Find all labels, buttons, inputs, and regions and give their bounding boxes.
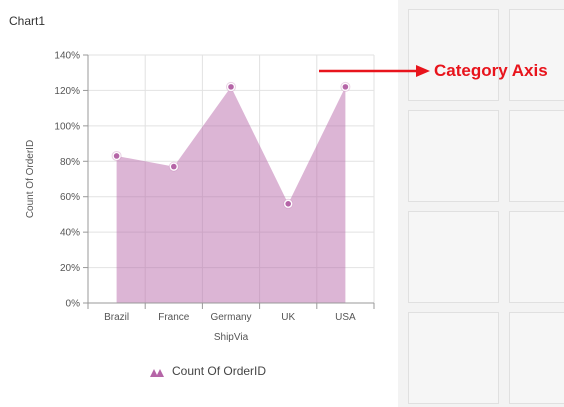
empty-tile[interactable] — [408, 9, 499, 101]
empty-tile[interactable] — [408, 211, 499, 303]
chart-panel: Chart1 0% 20% 40% 60% 80% 100% 120% 140% Brazil… — [0, 0, 398, 407]
y-tick-label: 20% — [60, 263, 80, 274]
data-point-center — [285, 201, 292, 207]
x-tick-label: France — [158, 312, 190, 323]
empty-tile[interactable] — [509, 9, 564, 101]
y-tick-label: 80% — [60, 157, 80, 168]
y-tick-label: 40% — [60, 228, 80, 239]
legend[interactable]: Count Of OrderID — [150, 364, 266, 378]
empty-tile[interactable] — [509, 312, 564, 404]
data-points — [111, 81, 351, 209]
area-series-count-of-orderid[interactable] — [116, 86, 346, 303]
legend-label: Count Of OrderID — [172, 364, 266, 378]
y-tick-label: 140% — [54, 51, 80, 62]
axes — [83, 54, 375, 309]
y-tick-label: 120% — [54, 86, 80, 97]
x-tick-label: USA — [335, 312, 356, 323]
legend-area-icon — [150, 369, 164, 377]
empty-tile[interactable] — [509, 110, 564, 202]
x-tick-label: Germany — [210, 312, 251, 323]
annotation-label: Category Axis — [434, 61, 548, 80]
empty-tile[interactable] — [408, 312, 499, 404]
data-point-center — [171, 163, 177, 170]
chart-panel-title: Chart1 — [9, 14, 46, 28]
data-point-center — [228, 84, 234, 90]
y-tick-label: 0% — [66, 299, 81, 310]
x-tick-label: Brazil — [104, 312, 129, 323]
y-tick-label: 60% — [60, 192, 80, 203]
y-tick-label: 100% — [54, 121, 80, 132]
area-chart: 0% 20% 40% 60% 80% 100% 120% 140% Brazil France G… — [25, 51, 375, 378]
x-axis-title: ShipVia — [214, 332, 249, 343]
data-point-center — [113, 153, 120, 159]
y-axis-title: Count Of OrderID — [25, 140, 36, 218]
empty-tile[interactable] — [408, 110, 499, 202]
x-tick-label: UK — [281, 312, 295, 323]
empty-tile[interactable] — [509, 211, 564, 303]
data-point-center — [342, 84, 349, 90]
y-axis-tick-labels: 0% 20% 40% 60% 80% 100% 120% 140% — [54, 51, 80, 310]
x-axis-tick-labels: Brazil France Germany UK USA — [104, 312, 356, 323]
